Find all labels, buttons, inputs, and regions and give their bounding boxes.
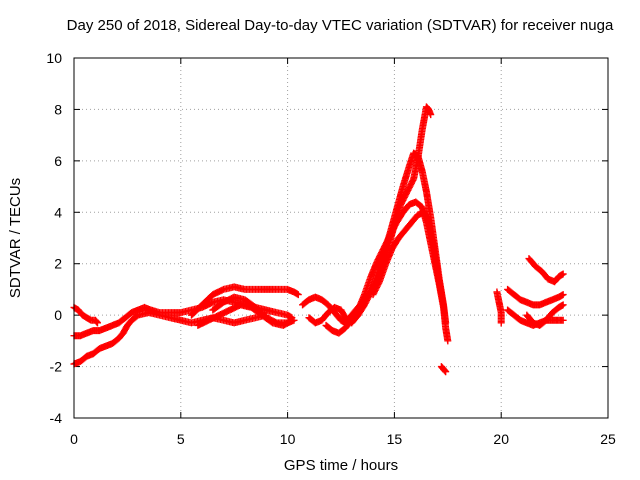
series-track-11	[437, 363, 450, 376]
y-tick-label: 6	[54, 153, 62, 169]
chart-title: Day 250 of 2018, Sidereal Day-to-day VTE…	[67, 17, 614, 34]
x-tick-label: 5	[177, 431, 185, 447]
series-track-12	[493, 288, 505, 327]
x-tick-label: 10	[280, 431, 296, 447]
data-point	[497, 319, 505, 327]
series-track-9	[322, 198, 452, 345]
tick-labels: 0 5 10 15 20 25 -4 -2 0 2 4 6 8 10	[46, 50, 616, 447]
y-tick-label: -2	[50, 359, 63, 375]
y-tick-label: 4	[54, 204, 62, 220]
y-axis-label: SDTVAR / TECUs	[7, 178, 24, 298]
data-point	[93, 318, 101, 326]
data-point	[442, 368, 450, 376]
data-point	[441, 367, 449, 375]
data-point	[444, 337, 452, 345]
series-track-15	[523, 301, 567, 329]
series-track-6	[194, 301, 296, 329]
data-point	[287, 317, 295, 325]
data-point	[559, 270, 567, 278]
series-track-4	[187, 283, 302, 319]
data-point	[93, 319, 101, 327]
series-track-10	[369, 208, 445, 299]
x-axis-label: GPS time / hours	[284, 457, 398, 474]
data-point	[294, 291, 302, 299]
data-point	[427, 111, 435, 119]
data-point	[288, 316, 296, 324]
data-point	[559, 291, 567, 299]
y-tick-label: -4	[50, 410, 63, 426]
y-tick-label: 2	[54, 256, 62, 272]
x-tick-label: 0	[70, 431, 78, 447]
series-track-16	[525, 255, 567, 286]
y-tick-label: 8	[54, 101, 62, 117]
series-track-3	[70, 309, 270, 368]
x-tick-label: 15	[387, 431, 403, 447]
data-point	[559, 316, 567, 324]
x-tick-label: 20	[493, 431, 509, 447]
y-tick-label: 0	[54, 307, 62, 323]
x-tick-label: 25	[600, 431, 616, 447]
axis-ticks	[73, 57, 609, 419]
data-point	[559, 301, 567, 309]
plot-frame	[73, 57, 609, 419]
y-tick-label: 10	[46, 50, 62, 66]
data-markers	[70, 103, 567, 376]
series-track-8	[305, 149, 450, 327]
data-point	[437, 291, 445, 299]
series-track-13	[504, 285, 567, 309]
grid	[74, 58, 608, 418]
